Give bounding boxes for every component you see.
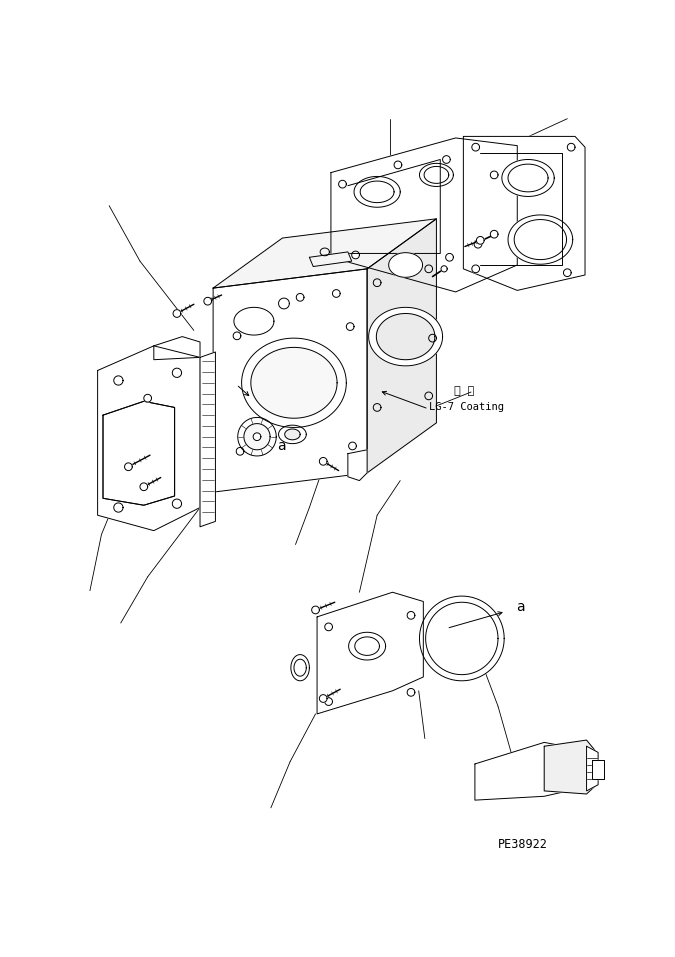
Polygon shape — [389, 253, 423, 278]
Polygon shape — [369, 307, 443, 366]
Text: LG-7 Coating: LG-7 Coating — [429, 402, 504, 412]
Polygon shape — [253, 433, 261, 440]
Polygon shape — [346, 323, 354, 330]
Polygon shape — [424, 167, 449, 184]
Polygon shape — [204, 298, 211, 305]
Polygon shape — [200, 352, 215, 526]
Polygon shape — [349, 633, 385, 660]
Polygon shape — [502, 160, 554, 196]
Polygon shape — [419, 164, 454, 187]
Polygon shape — [325, 698, 333, 705]
Polygon shape — [426, 602, 498, 675]
Polygon shape — [348, 450, 367, 480]
Polygon shape — [360, 181, 394, 203]
Polygon shape — [567, 144, 575, 151]
Polygon shape — [490, 231, 498, 238]
Polygon shape — [477, 236, 484, 244]
Polygon shape — [144, 394, 151, 402]
Polygon shape — [443, 156, 450, 164]
Polygon shape — [309, 252, 352, 267]
Polygon shape — [317, 592, 423, 714]
Polygon shape — [331, 138, 517, 292]
Polygon shape — [592, 760, 604, 779]
Polygon shape — [125, 463, 132, 471]
Polygon shape — [564, 269, 571, 277]
Polygon shape — [320, 248, 329, 256]
Polygon shape — [234, 307, 274, 335]
Polygon shape — [114, 503, 123, 512]
Polygon shape — [291, 655, 309, 680]
Polygon shape — [474, 240, 482, 248]
Polygon shape — [352, 251, 359, 258]
Polygon shape — [98, 345, 200, 530]
Polygon shape — [419, 596, 504, 680]
Polygon shape — [238, 417, 276, 456]
Polygon shape — [279, 298, 290, 309]
Polygon shape — [312, 606, 319, 613]
Polygon shape — [373, 278, 381, 286]
Polygon shape — [514, 219, 566, 259]
Polygon shape — [394, 161, 402, 168]
Polygon shape — [242, 338, 346, 428]
Polygon shape — [339, 180, 346, 188]
Polygon shape — [348, 442, 356, 450]
Polygon shape — [407, 688, 415, 696]
Polygon shape — [172, 368, 182, 377]
Polygon shape — [475, 743, 585, 800]
Text: 塗 布: 塗 布 — [454, 387, 475, 396]
Polygon shape — [244, 424, 270, 450]
Polygon shape — [233, 332, 241, 340]
Polygon shape — [355, 637, 379, 656]
Polygon shape — [463, 137, 585, 290]
Text: a: a — [516, 600, 524, 614]
Polygon shape — [429, 334, 437, 342]
Polygon shape — [114, 376, 123, 385]
Polygon shape — [319, 457, 327, 465]
Polygon shape — [296, 294, 304, 301]
Polygon shape — [377, 314, 435, 360]
Polygon shape — [279, 425, 306, 444]
Polygon shape — [472, 265, 479, 273]
Polygon shape — [587, 746, 598, 790]
Polygon shape — [140, 483, 148, 491]
Polygon shape — [319, 695, 327, 702]
Polygon shape — [373, 404, 381, 412]
Polygon shape — [213, 269, 367, 492]
Polygon shape — [367, 219, 437, 473]
Polygon shape — [407, 612, 415, 619]
Polygon shape — [544, 740, 597, 794]
Polygon shape — [285, 429, 300, 440]
Polygon shape — [490, 171, 498, 179]
Polygon shape — [333, 290, 340, 298]
Polygon shape — [508, 164, 548, 191]
Polygon shape — [294, 659, 306, 677]
Polygon shape — [508, 215, 572, 264]
Polygon shape — [425, 265, 433, 273]
Polygon shape — [213, 219, 437, 288]
Polygon shape — [425, 392, 433, 400]
Text: a: a — [277, 439, 286, 453]
Polygon shape — [173, 310, 181, 318]
Polygon shape — [325, 623, 333, 631]
Polygon shape — [154, 337, 200, 360]
Polygon shape — [251, 347, 337, 418]
Text: PE38922: PE38922 — [498, 838, 548, 851]
Polygon shape — [354, 176, 400, 208]
Polygon shape — [441, 266, 448, 272]
Polygon shape — [446, 254, 454, 261]
Polygon shape — [103, 401, 175, 505]
Polygon shape — [472, 144, 479, 151]
Polygon shape — [172, 499, 182, 508]
Polygon shape — [236, 448, 244, 456]
